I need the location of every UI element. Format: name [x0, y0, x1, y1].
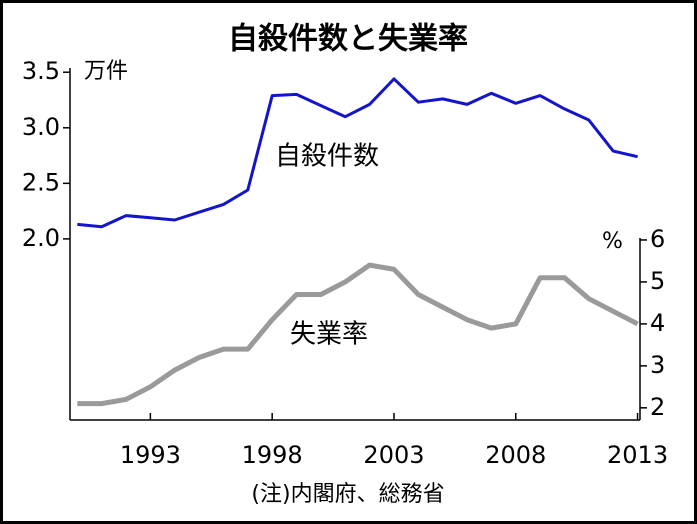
chart-title: 自殺件数と失業率 — [228, 22, 468, 57]
y-tick-label: 2.0 — [22, 224, 60, 252]
y2-tick-label: 5 — [650, 267, 665, 295]
x-tick-label: 1993 — [120, 441, 181, 469]
y-tick-label: 3.5 — [22, 57, 60, 85]
y2-tick-label: 2 — [650, 393, 665, 421]
series-line — [77, 77, 638, 229]
series-label: 失業率 — [290, 320, 368, 350]
x-tick-label: 2013 — [607, 441, 668, 469]
y2-unit: % — [602, 229, 623, 254]
y2-tick-label: 6 — [650, 225, 665, 253]
source-note: (注)内閣府、総務省 — [251, 482, 444, 507]
y2-tick-label: 4 — [650, 309, 665, 337]
x-tick-label: 2008 — [485, 441, 546, 469]
series-line — [77, 262, 639, 407]
y2-tick-label: 3 — [650, 351, 665, 379]
y-tick-label: 3.0 — [22, 113, 60, 141]
x-tick-label: 2003 — [363, 441, 424, 469]
y-tick-label: 2.5 — [22, 168, 60, 196]
series-label: 自殺件数 — [275, 142, 379, 172]
y-unit: 万件 — [84, 59, 128, 84]
x-tick-label: 1998 — [242, 441, 303, 469]
